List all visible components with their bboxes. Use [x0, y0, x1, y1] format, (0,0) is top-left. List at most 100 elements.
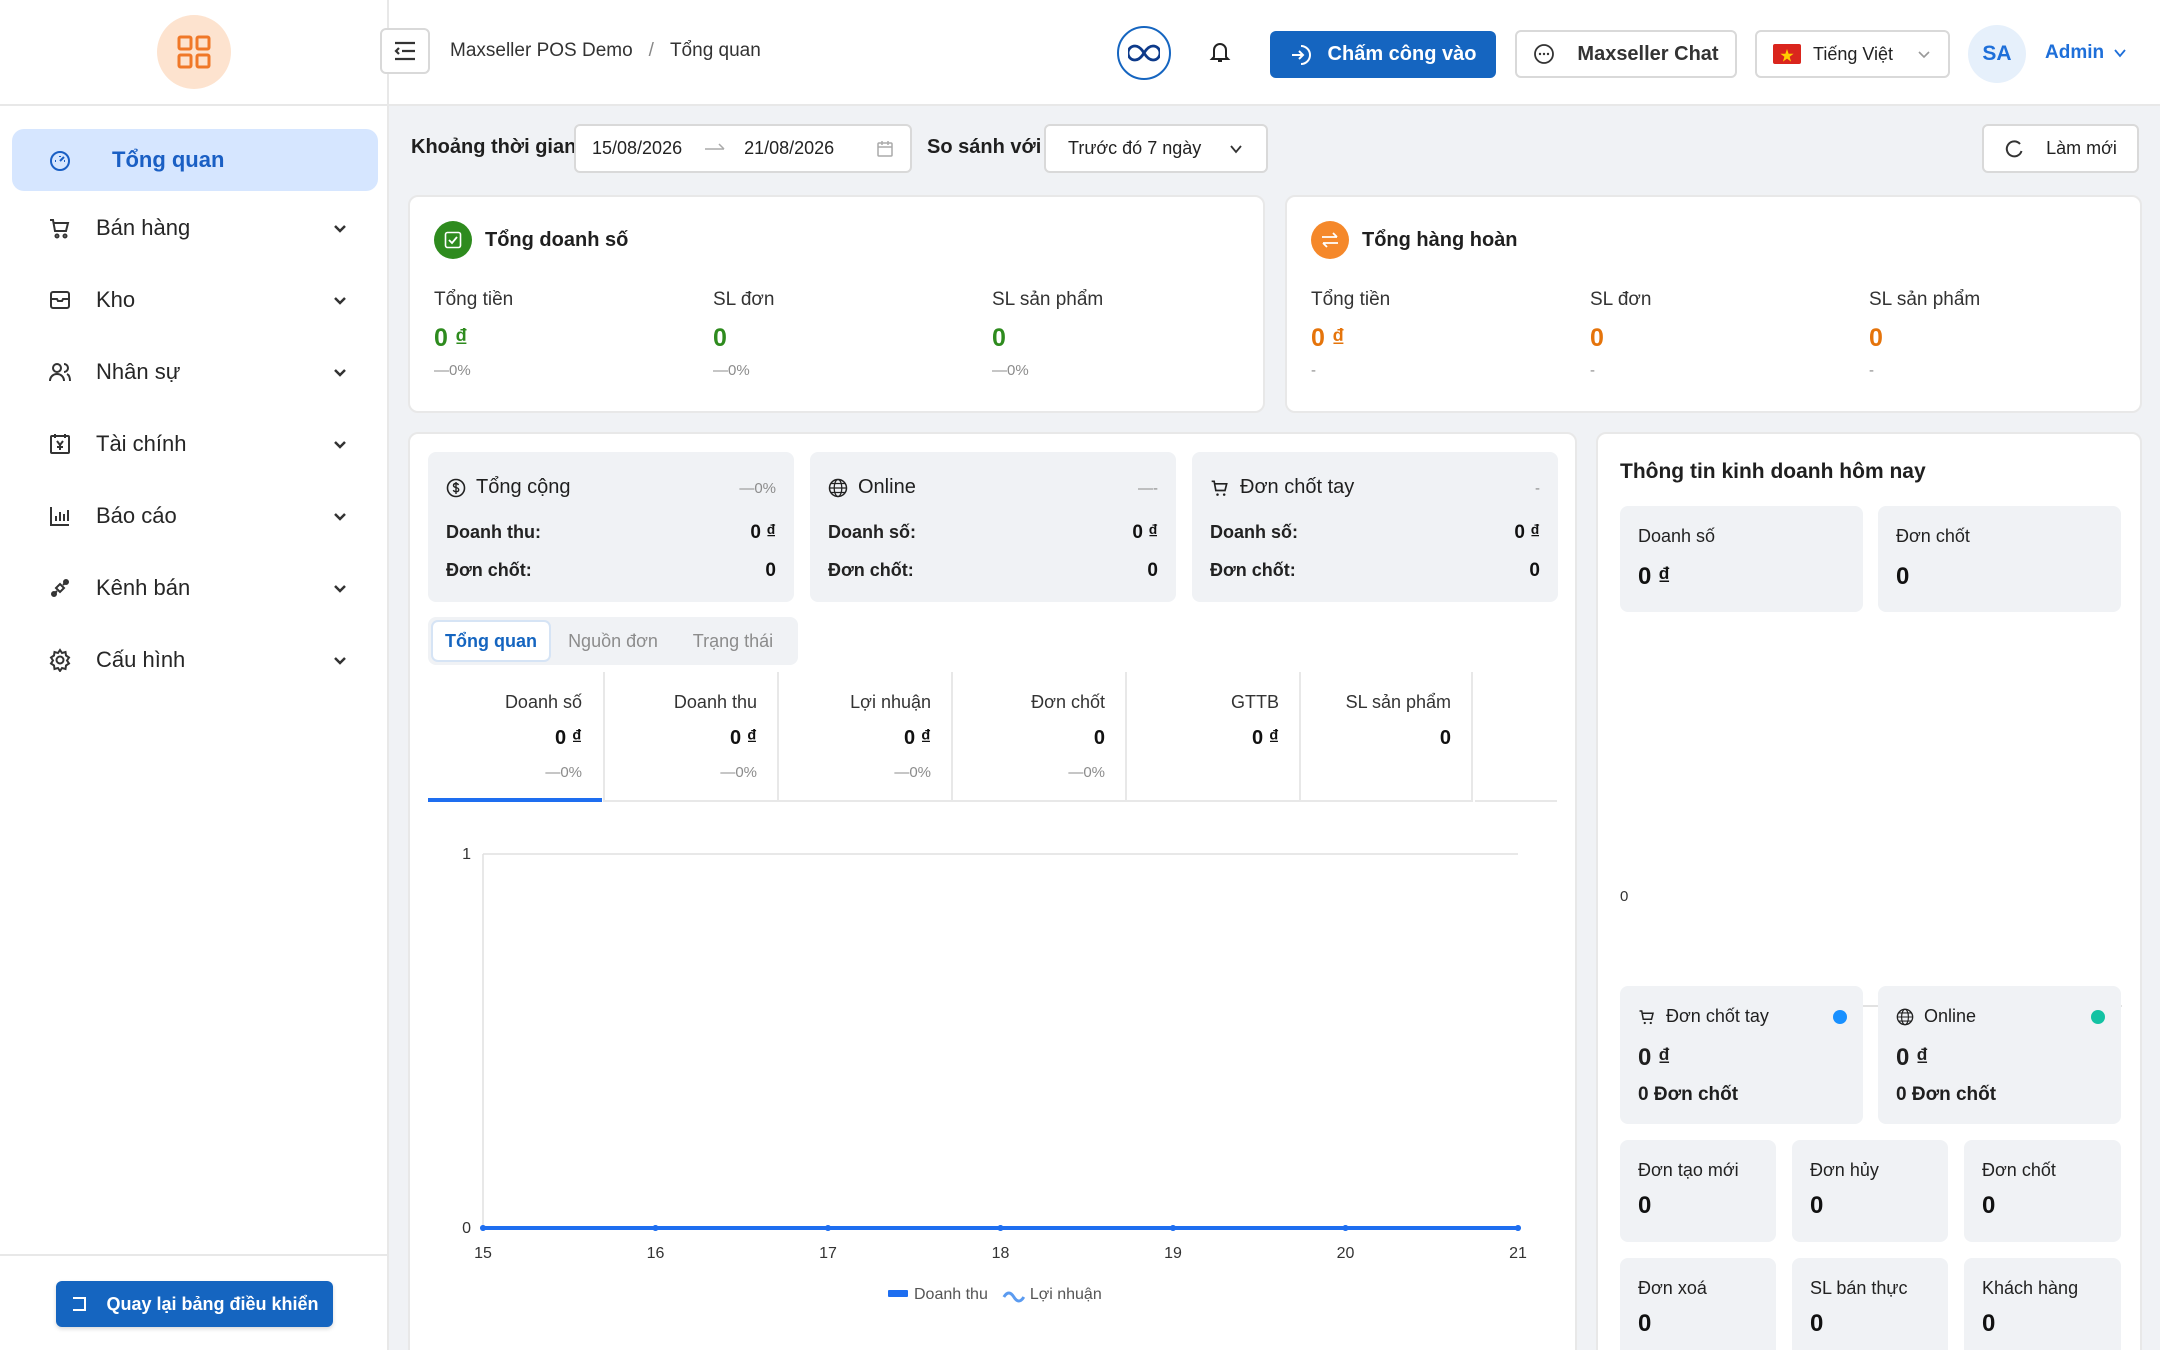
today-online-box: Online 0 ₫ 0 Đơn chốt [1878, 986, 2121, 1124]
channel-row1-label: Doanh thu: [446, 522, 541, 542]
menu-toggle-button[interactable] [380, 28, 430, 74]
sidebar-item-label: Báo cáo [96, 503, 177, 528]
cart-icon [1211, 480, 1228, 496]
metric-average-order[interactable]: GTTB 0 ₫ [1125, 672, 1299, 802]
infinity-link-icon[interactable] [1117, 26, 1171, 80]
returns-products-value: 0 [1869, 324, 1883, 352]
metric-value: 0 ₫ [904, 727, 931, 749]
compare-select[interactable]: Trước đó 7 ngày [1044, 124, 1268, 173]
sales-check-icon [434, 221, 472, 259]
avatar[interactable]: SA [1968, 25, 2026, 83]
stat-value: 0 [1810, 1192, 1824, 1219]
returns-products-change: - [1869, 362, 1874, 379]
channel-total-box: Tổng cộng —0% Doanh thu: 0 ₫ Đơn chốt: 0 [428, 452, 794, 602]
checkin-label: Chấm công vào [1327, 43, 1477, 65]
channel-row1-value: 0 ₫ [1514, 522, 1540, 543]
returns-total-label: Tổng tiền [1311, 289, 1391, 310]
sidebar-item-reports[interactable]: Báo cáo [12, 485, 378, 547]
stat-new-orders: Đơn tạo mới 0 [1620, 1140, 1776, 1242]
today-orders-box: Đơn chốt 0 [1878, 506, 2121, 612]
back-to-dashboard-button[interactable]: Quay lại bảng điều khiển [56, 1281, 333, 1327]
globe-icon [1896, 1008, 1914, 1026]
refresh-icon [2005, 139, 2023, 157]
date-to[interactable]: 21/08/2026 [744, 138, 835, 158]
sidebar-item-label: Nhân sự [96, 359, 181, 384]
sidebar-item-channels[interactable]: Kênh bán [12, 557, 378, 619]
channel-row2-value: 0 [1529, 560, 1540, 581]
sidebar-item-finance[interactable]: Tài chính [12, 413, 378, 475]
metric-change: —0% [1068, 764, 1105, 781]
stat-customers: Khách hàng 0 [1964, 1258, 2121, 1350]
checkin-button[interactable]: Chấm công vào [1270, 31, 1496, 78]
channel-row1-value: 0 ₫ [750, 522, 776, 543]
stat-value: 0 [1810, 1310, 1824, 1337]
sidebar-item-label: Bán hàng [96, 215, 191, 240]
sidebar-item-sales[interactable]: Bán hàng [12, 197, 378, 259]
language-select[interactable]: Tiếng Việt [1755, 30, 1950, 78]
revenue-line-chart: 0 1 15 16 17 18 19 20 21 Doanh thu Lợi nhuận [462, 846, 1527, 1303]
breadcrumb-current: Tổng quan [669, 40, 761, 61]
metric-sales[interactable]: Doanh số 0 ₫ —0% [428, 672, 602, 802]
chat-button[interactable]: Maxseller Chat [1515, 30, 1737, 78]
metric-change: —0% [894, 764, 931, 781]
data-point [652, 1225, 659, 1231]
app-logo-icon[interactable] [156, 15, 231, 89]
manual-label: Đơn chốt tay [1666, 1006, 1769, 1026]
channel-row2-value: 0 [1147, 560, 1158, 581]
view-tabs: Tổng quan Nguồn đơn Trạng thái [428, 617, 798, 665]
user-menu[interactable]: Admin [2045, 42, 2128, 64]
back-icon [73, 1297, 87, 1311]
channel-row2-label: Đơn chốt: [446, 560, 532, 580]
tab-status[interactable]: Trạng thái [692, 630, 774, 651]
metric-profit[interactable]: Lợi nhuận 0 ₫ —0% [777, 672, 951, 802]
tab-order-source[interactable]: Nguồn đơn [568, 630, 658, 651]
stat-label: Khách hàng [1982, 1278, 2079, 1298]
stat-value: 0 [1982, 1192, 1996, 1219]
stat-label: SL bán thực [1810, 1278, 1908, 1298]
metric-value: 0 ₫ [1252, 727, 1279, 749]
tab-overview[interactable]: Tổng quan [431, 620, 551, 662]
today-sales-box: Doanh số 0 ₫ [1620, 506, 1863, 612]
date-range-picker[interactable]: 15/08/2026 21/08/2026 [574, 124, 912, 173]
sidebar-item-hr[interactable]: Nhân sự [12, 341, 378, 403]
sales-summary-title: Tổng doanh số [485, 229, 629, 251]
channel-change: - [1535, 480, 1540, 497]
y-tick-label: 0 [462, 1220, 471, 1237]
data-point [1515, 1225, 1521, 1231]
chevron-down-icon [334, 585, 346, 593]
y-tick-label: 1 [462, 846, 471, 863]
stat-label: Đơn tạo mới [1638, 1160, 1739, 1180]
stat-value: 0 [1982, 1310, 1996, 1337]
sales-orders-label: SL đơn [713, 289, 775, 310]
metric-closed-orders[interactable]: Đơn chốt 0 —0% [951, 672, 1125, 802]
sidebar-item-label: Tài chính [96, 431, 187, 456]
sidebar-footer: Quay lại bảng điều khiển [0, 1254, 387, 1350]
chevron-down-icon [334, 225, 346, 233]
chevron-down-icon [1918, 51, 1930, 59]
vietnam-flag-icon [1773, 44, 1801, 64]
online-label: Online [1924, 1006, 1977, 1026]
channel-row1-value: 0 ₫ [1132, 522, 1158, 543]
sidebar-item-overview[interactable]: Tổng quan [12, 129, 378, 191]
legend-label: Lợi nhuận [1030, 1286, 1102, 1303]
metric-revenue[interactable]: Doanh thu 0 ₫ —0% [603, 672, 777, 802]
bell-icon[interactable] [1209, 40, 1231, 64]
today-sales-value: 0 ₫ [1638, 563, 1671, 590]
sidebar-item-warehouse[interactable]: Kho [12, 269, 378, 331]
dashboard-icon [50, 151, 70, 171]
sales-summary-card: Tổng doanh số Tổng tiền 0 ₫ —0% SL đơn 0… [408, 195, 1265, 413]
channel-name: Đơn chốt tay [1240, 476, 1355, 498]
today-orders-label: Đơn chốt [1896, 526, 1970, 546]
returns-products-label: SL sản phẩm [1869, 289, 1981, 310]
returns-summary-title: Tổng hàng hoàn [1362, 229, 1518, 251]
date-from[interactable]: 15/08/2026 [592, 138, 683, 158]
returns-summary-card: Tổng hàng hoàn Tổng tiền 0 ₫ - SL đơn 0 … [1285, 195, 2142, 413]
metric-product-qty[interactable]: SL sản phẩm 0 [1299, 672, 1473, 802]
refresh-button[interactable]: Làm mới [1982, 124, 2139, 173]
sidebar-item-settings[interactable]: Cấu hình [12, 629, 378, 691]
menu-fold-icon [394, 41, 415, 61]
sales-products-label: SL sản phẩm [992, 289, 1104, 310]
channel-manual-box: Đơn chốt tay - Doanh số: 0 ₫ Đơn chốt: 0 [1192, 452, 1558, 602]
breadcrumb-root[interactable]: Maxseller POS Demo [450, 40, 633, 61]
channel-name: Online [858, 476, 916, 498]
